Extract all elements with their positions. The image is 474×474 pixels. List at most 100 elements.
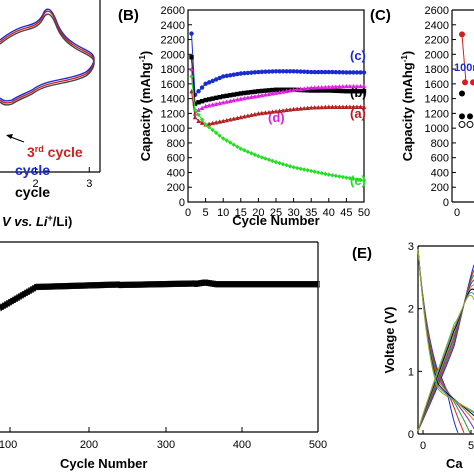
panel-d-point xyxy=(290,281,294,288)
panel-b-point xyxy=(344,175,349,180)
panel-b-x-axis-title: Cycle Number xyxy=(232,213,319,228)
panel-e-y-axis-title: Voltage (V) xyxy=(382,307,397,374)
panel-b-point xyxy=(196,100,201,105)
panel-b-point xyxy=(305,85,310,91)
panel-b-point xyxy=(213,77,219,82)
panel-b-point xyxy=(217,75,222,81)
panel-b-point xyxy=(337,88,342,94)
panel-d-point xyxy=(190,280,194,287)
panel-b-point xyxy=(273,69,279,74)
panel-b-point xyxy=(192,107,198,112)
panel-b-point xyxy=(245,90,251,95)
panel-b-point xyxy=(256,111,261,116)
panel-b-point xyxy=(277,160,282,166)
panel-d-point xyxy=(136,281,140,288)
panel-b-point xyxy=(361,178,367,183)
panel-c-y-tick-label: 0 xyxy=(443,197,449,209)
panel-b-point xyxy=(326,84,331,89)
panel-b-point xyxy=(333,173,339,179)
panel-c-y-tick-label: 800 xyxy=(431,138,449,150)
panel-d-point xyxy=(138,281,142,288)
panel-b-point xyxy=(224,138,229,143)
panel-c-y-tick-label: 1600 xyxy=(425,79,449,91)
panel-b-x-tick-label: 0 xyxy=(185,207,191,219)
panel-d-point xyxy=(126,281,130,288)
panel-b-point xyxy=(266,69,272,74)
panel-b-point xyxy=(199,120,205,125)
panel-d-point xyxy=(112,281,116,288)
panel-b-point xyxy=(196,89,201,94)
panel-b-point xyxy=(301,69,307,74)
panel-b-point xyxy=(266,109,272,115)
panel-a-cv-curve xyxy=(0,13,95,106)
panel-d-x-axis-title: Cycle Number xyxy=(60,456,147,471)
panel-d-point xyxy=(150,281,154,288)
panel-b-point xyxy=(330,88,335,93)
panel-d-point xyxy=(284,281,288,288)
panel-b-point xyxy=(351,83,356,89)
panel-d-point xyxy=(194,280,198,287)
panel-b-point xyxy=(242,95,247,101)
panel-b-point xyxy=(249,151,254,156)
panel-b-point xyxy=(326,88,331,93)
panel-b-x-tick-label: 40 xyxy=(323,207,335,219)
panel-b-point xyxy=(266,157,272,162)
panel-b-point xyxy=(270,109,275,114)
panel-d-point xyxy=(38,283,42,290)
panel-b-point xyxy=(344,70,349,75)
panel-b-point xyxy=(323,69,328,75)
panel-d-x-tick-label: 400 xyxy=(233,439,251,451)
panel-d-point xyxy=(256,281,260,288)
panel-d-point xyxy=(164,280,168,288)
panel-d-point xyxy=(34,283,38,291)
panel-b-x-tick-label: 20 xyxy=(252,207,264,219)
panel-d-point xyxy=(254,281,258,288)
panel-b-point xyxy=(206,121,212,126)
panel-d-point xyxy=(244,281,248,288)
panel-d-point xyxy=(304,281,308,288)
panel-b-point xyxy=(316,88,321,93)
panel-b-point xyxy=(319,84,324,90)
panel-d-point xyxy=(182,280,186,287)
panel-b-point xyxy=(280,161,286,167)
panel-b-point xyxy=(330,84,335,89)
panel-d-point xyxy=(308,281,312,288)
panel-d-point xyxy=(292,281,296,288)
panel-d-point xyxy=(16,294,20,301)
panel-b-point xyxy=(287,69,293,74)
panel-b-point xyxy=(354,89,360,94)
panel-b-point xyxy=(203,122,208,127)
panel-b-point xyxy=(256,69,261,75)
panel-d-point xyxy=(294,281,298,288)
panel-b-point xyxy=(337,70,342,75)
panel-d-point xyxy=(178,280,182,287)
panel-d-point xyxy=(66,282,70,290)
panel-b-point xyxy=(259,155,265,160)
panel-b-point xyxy=(347,104,353,109)
panel-c-annotation-100m: 100m xyxy=(454,62,474,74)
panel-b-point xyxy=(323,84,328,90)
panel-d: 100 200 300 400 500 Cycle Number xyxy=(0,241,327,471)
panel-d-point xyxy=(156,281,160,288)
panel-e-y-tick-label: 1 xyxy=(408,366,414,378)
panel-b-point xyxy=(245,149,251,154)
panel-b-point xyxy=(199,99,205,104)
panel-b-point xyxy=(206,103,212,108)
panel-b-point xyxy=(312,69,317,75)
panel-b-y-axis-title: Capacity (mAhg-1) xyxy=(138,51,153,161)
panel-d-point xyxy=(144,281,148,288)
panel-b-point xyxy=(312,85,317,90)
panel-b-point xyxy=(358,104,363,109)
panel-b-point xyxy=(358,89,363,94)
panel-d-point xyxy=(272,281,276,288)
panel-d-point xyxy=(316,281,320,288)
panel-d-point xyxy=(148,281,152,288)
panel-d-point xyxy=(154,281,158,288)
panel-d-point xyxy=(226,281,230,288)
panel-b-point xyxy=(270,69,275,74)
panel-b-point xyxy=(203,97,208,103)
panel-d-point xyxy=(48,283,52,290)
panel-b: (B) 020040060080010001200140016001800200… xyxy=(118,5,370,228)
panel-b-point xyxy=(238,146,243,152)
panel-b-point xyxy=(259,69,265,75)
